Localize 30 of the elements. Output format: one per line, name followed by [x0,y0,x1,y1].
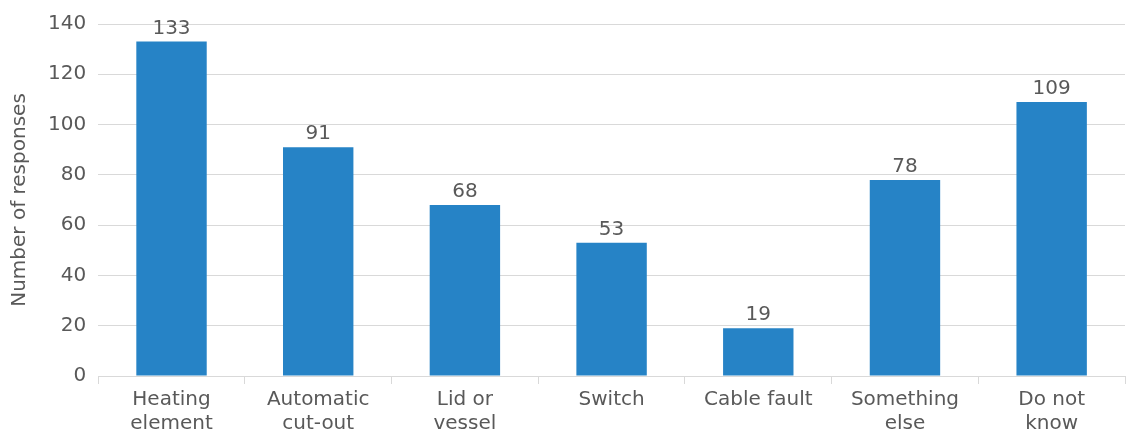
y-tick-label: 140 [47,10,87,35]
data-label: 19 [745,301,771,326]
bar [869,179,941,376]
data-label: 78 [892,153,918,178]
x-tick-label: Heating element [130,386,213,435]
bar [1016,101,1087,376]
bar [576,242,647,376]
data-label: 91 [305,120,331,145]
bar [723,328,794,376]
y-axis-title: Number of responses [6,93,31,307]
y-tick-label: 20 [60,311,87,336]
bar [136,41,207,376]
x-tick-label: Cable fault [704,386,813,411]
x-tick-label: Lid or vessel [433,386,497,435]
y-tick-label: 0 [73,362,87,387]
x-tick-label: Something else [850,386,960,435]
y-tick-label: 80 [60,161,87,186]
data-label: 53 [598,215,625,240]
data-label: 109 [1032,75,1071,100]
y-tick-label: 60 [60,211,87,236]
y-tick-label: 120 [47,60,87,85]
y-tick-label: 40 [60,261,87,286]
data-label: 68 [452,178,478,203]
x-tick-label: Automatic cut-out [266,386,370,435]
x-tick-label: Do not know [1018,386,1086,435]
bar [429,205,501,376]
bar [283,147,354,376]
data-label: 133 [152,14,191,39]
y-tick-label: 100 [47,110,87,135]
x-tick-label: Switch [578,386,645,411]
